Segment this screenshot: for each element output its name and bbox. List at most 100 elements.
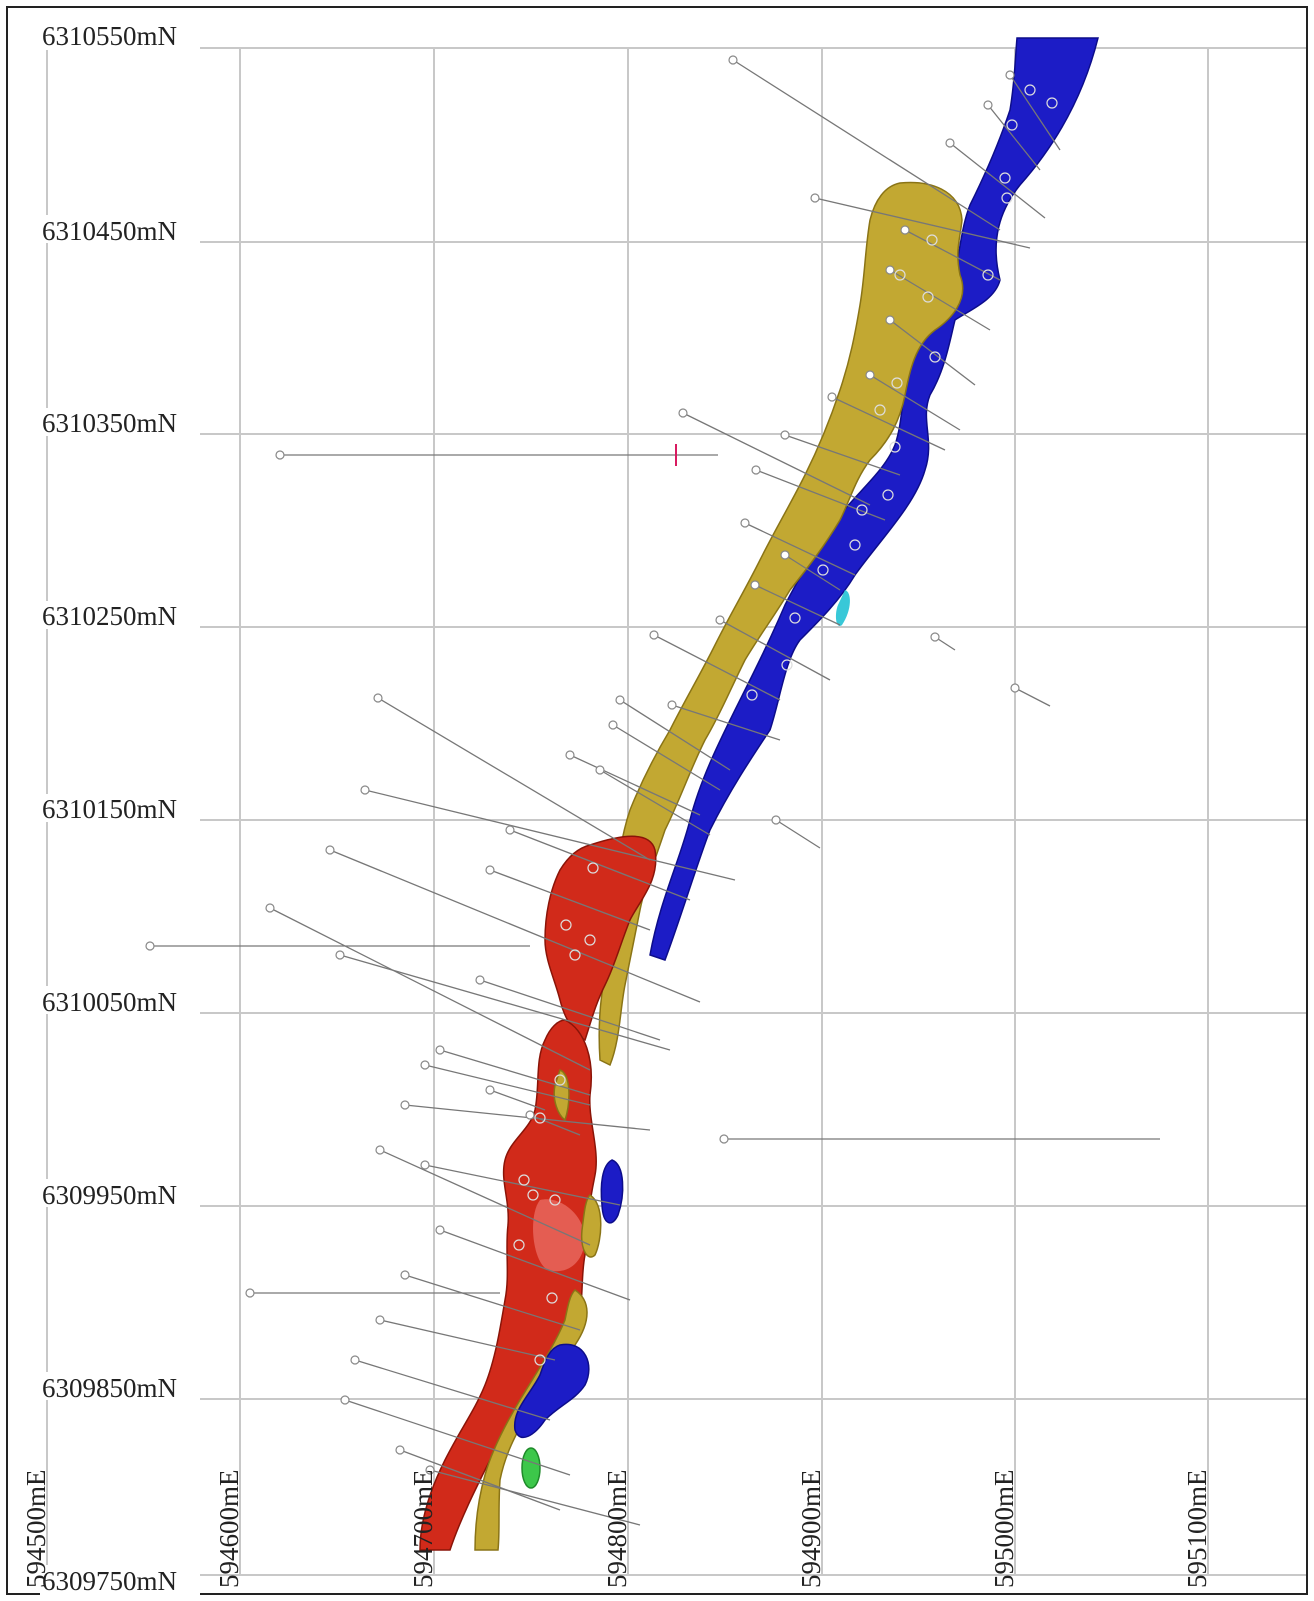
sample-marker [999,172,1011,184]
svg-text:6309950mN: 6309950mN [42,1180,177,1210]
drill-trace [732,59,1001,231]
drill-collar-marker [667,700,677,710]
drill-collar-marker [420,1160,430,1170]
drill-collar-marker [340,1395,350,1405]
easting-label-595000: 595000mE [989,1470,1019,1589]
drill-collar-marker [595,765,605,775]
drill-collar-marker [275,450,285,460]
drill-collar-marker [360,785,370,795]
drill-collar-marker [900,225,910,235]
blue-zone-north [649,37,1099,961]
drill-trace [529,1114,581,1136]
drill-trace [653,634,781,701]
sample-marker [560,919,572,931]
drill-collar-marker [435,1225,445,1235]
drill-trace [671,704,781,741]
northing-label-6310050: 6310050mN [40,986,200,1017]
drill-collar-marker [245,1288,255,1298]
drill-collar-marker [395,1445,405,1455]
drill-collar-marker [810,193,820,203]
drill-collar-marker [475,975,485,985]
sample-marker [554,1074,566,1086]
drill-trace [754,584,841,626]
sample-marker [982,269,994,281]
sample-marker [587,862,599,874]
drill-trace [569,754,701,816]
drill-trace [364,789,736,881]
drill-collar-marker [420,1060,430,1070]
sample-marker [891,377,903,389]
svg-text:6310550mN: 6310550mN [42,21,177,51]
northing-label-6310350: 6310350mN [40,408,200,438]
sample-marker [889,441,901,453]
drill-collar-marker [435,1045,445,1055]
drill-collar-marker [719,1134,729,1144]
northing-label-6310150: 6310150mN [40,794,200,824]
sample-marker [849,539,861,551]
grid-labels: 6310550mN 6310450mN 6310350mN 6310250mN … [21,21,1212,1596]
svg-text:6309850mN: 6309850mN [42,1373,177,1403]
drill-trace [869,374,961,431]
easting-label-594700: 594700mE [408,1470,438,1589]
drill-collar-marker [485,865,495,875]
drill-collar-marker [1010,683,1020,693]
svg-text:6310050mN: 6310050mN [42,987,177,1017]
blue-zone-lower-1 [600,1159,624,1224]
drill-collar-marker [780,550,790,560]
drill-trace [619,699,731,771]
drill-collar-marker [885,315,895,325]
drill-trace [784,554,841,591]
drill-trace [439,1229,631,1301]
drill-collar-marker [983,100,993,110]
northing-label-6309750: 6309750mN [40,1565,200,1596]
sample-marker [882,489,894,501]
drill-collar-marker [751,465,761,475]
sample-marker [527,1189,539,1201]
drill-trace [489,1089,546,1111]
drill-collar-marker [400,1100,410,1110]
sample-marker [1024,84,1036,96]
drill-collar-marker [373,693,383,703]
drill-trace [424,1064,591,1106]
drill-trace [509,829,691,901]
northing-label-6310250: 6310250mN [40,601,200,631]
drill-trace [889,269,991,331]
drill-collar-marker [827,392,837,402]
easting-grid [46,48,1209,1575]
sample-marker [746,689,758,701]
drill-collar-marker [400,1270,410,1280]
drill-collar-marker [145,941,155,951]
sample-marker [922,291,934,303]
drill-trace [339,954,671,1051]
green-zone [521,1447,541,1489]
drill-collar-marker [485,1085,495,1095]
drill-trace [719,619,831,681]
easting-label-594800: 594800mE [602,1470,632,1589]
sample-marker [929,351,941,363]
sample-marker [584,934,596,946]
drill-collar-marker [375,1145,385,1155]
drill-trace [404,1274,581,1331]
easting-label-594500: 594500mE [21,1470,51,1589]
sample-marker [1006,119,1018,131]
svg-text:6310350mN: 6310350mN [42,408,177,438]
drill-trace [784,434,901,476]
drill-collar-marker [715,615,725,625]
drill-trace [439,1049,591,1096]
sample-marker [781,659,793,671]
sample-marker [569,949,581,961]
northing-label-6309950: 6309950mN [40,1179,200,1210]
gold-zone-main [598,181,964,1067]
drill-collar-marker [425,1465,435,1475]
sample-marker [1046,97,1058,109]
drill-trace [949,142,1046,219]
sample-marker [549,1194,561,1206]
drill-collar-marker [780,430,790,440]
sample-marker [513,1239,525,1251]
drill-collar-marker [325,845,335,855]
drill-trace [344,1399,571,1476]
drill-trace [831,396,946,451]
drill-holes [145,55,1160,1526]
drill-collar-marker [678,408,688,418]
